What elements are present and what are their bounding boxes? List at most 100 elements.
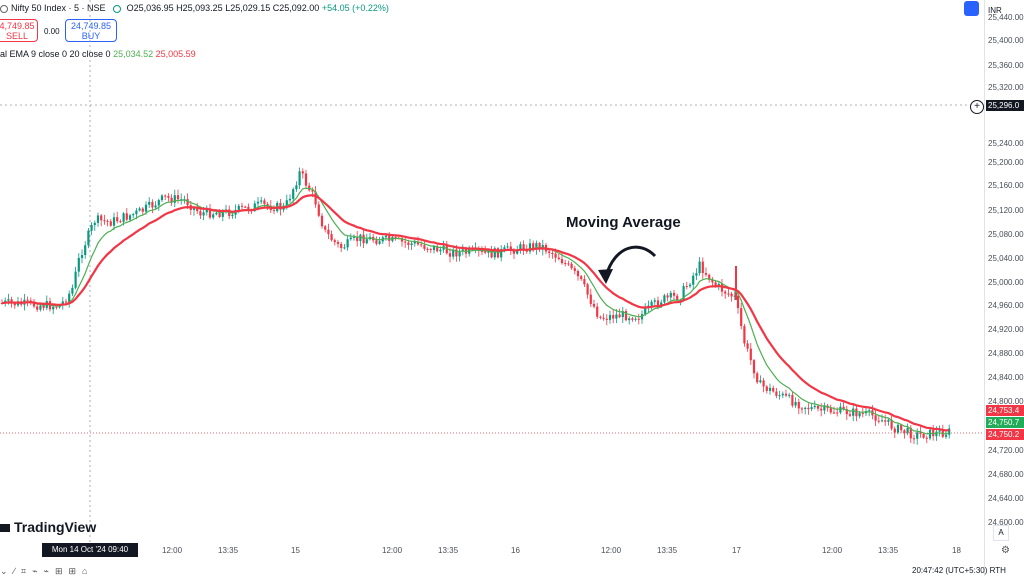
candle-body xyxy=(506,246,509,248)
buy-button[interactable]: 24,749.85 BUY xyxy=(65,19,117,42)
candle-body xyxy=(512,250,516,254)
candle-body xyxy=(311,190,314,192)
candle-body xyxy=(202,212,205,216)
indicator-legend[interactable]: al EMA 9 close 0 20 close 0 25,034.52 25… xyxy=(0,49,196,59)
price-axis[interactable] xyxy=(984,0,1024,576)
candle-body xyxy=(349,237,352,240)
candle-body xyxy=(87,230,90,246)
candle-body xyxy=(688,284,692,287)
price-tick-label: 24,920.00 xyxy=(988,325,1024,334)
time-tick-label: 13:35 xyxy=(878,546,899,555)
candle-body xyxy=(528,243,532,252)
candle-body xyxy=(509,246,512,251)
price-chart[interactable] xyxy=(0,0,984,560)
candle-body xyxy=(292,189,295,199)
candle-body xyxy=(599,316,602,318)
candle-body xyxy=(151,201,154,208)
sell-button[interactable]: 4,749.85 SELL xyxy=(0,19,38,42)
candle-body xyxy=(77,257,80,272)
price-tick-label: 25,440.00 xyxy=(988,13,1024,22)
candle-body xyxy=(644,307,647,315)
candle-body xyxy=(407,242,410,246)
ema9-price-tag: 24,750.7 xyxy=(986,417,1024,428)
candle-body xyxy=(71,287,74,294)
settings-icon[interactable] xyxy=(964,1,979,16)
candle-body xyxy=(32,301,36,307)
candle-body xyxy=(621,311,624,318)
symbol-status-icon xyxy=(0,4,8,13)
market-status-icon xyxy=(113,4,122,13)
candle-body xyxy=(925,437,928,439)
candle-body xyxy=(378,241,381,244)
candle-body xyxy=(740,308,743,327)
candle-body xyxy=(698,261,701,274)
candle-body xyxy=(944,434,948,437)
candle-body xyxy=(7,299,10,301)
candle-body xyxy=(570,263,573,269)
candle-body xyxy=(916,432,919,439)
candle-body xyxy=(196,207,199,212)
candle-body xyxy=(749,348,752,361)
indicator-name: al EMA 9 close 0 20 close 0 xyxy=(0,49,111,59)
candle-body xyxy=(404,241,407,243)
candle-body xyxy=(29,300,32,302)
candle-body xyxy=(813,405,816,408)
candle-body xyxy=(112,217,116,226)
candle-body xyxy=(724,291,727,294)
price-tick-label: 24,640.00 xyxy=(988,494,1024,503)
auto-scale-button[interactable]: A xyxy=(993,525,1009,541)
clock-label: 20:47:42 (UTC+5:30) RTH xyxy=(912,566,1006,575)
candle-body xyxy=(128,215,132,220)
candle-body xyxy=(909,427,912,439)
candle-body xyxy=(733,295,736,297)
drawing-toolbar[interactable]: ⌄∕⌗⌁⌁⊞⊞⌂ xyxy=(0,566,94,576)
gear-icon[interactable]: ⚙ xyxy=(1001,545,1010,556)
candle-body xyxy=(772,387,775,392)
candle-body xyxy=(631,318,634,320)
candle-body xyxy=(538,243,541,250)
candle-body xyxy=(612,315,615,319)
candle-body xyxy=(285,200,288,206)
candle-body xyxy=(10,299,13,303)
candle-body xyxy=(656,300,660,306)
price-tick-label: 25,080.00 xyxy=(988,230,1024,239)
candle-body xyxy=(730,293,733,297)
currency-label[interactable]: INR xyxy=(988,6,1002,15)
candle-body xyxy=(708,274,711,280)
candle-body xyxy=(880,420,884,422)
candle-body xyxy=(845,409,848,415)
time-tick-label: 12:00 xyxy=(382,546,403,555)
candle-body xyxy=(119,221,122,223)
candle-body xyxy=(804,407,807,409)
candle-body xyxy=(685,286,688,288)
price-tick-label: 24,720.00 xyxy=(988,446,1024,455)
candle-body xyxy=(746,343,749,349)
candle-body xyxy=(919,432,922,434)
candle-body xyxy=(413,241,416,244)
candle-body xyxy=(420,244,423,246)
candle-body xyxy=(448,253,452,257)
price-tick-label: 25,040.00 xyxy=(988,254,1024,263)
symbol-header[interactable]: Nifty 50 Index · 5 · NSE O25,036.95 H25,… xyxy=(0,3,389,13)
candle-body xyxy=(141,208,144,212)
candle-body xyxy=(503,247,506,250)
candle-body xyxy=(519,244,522,251)
candle-body xyxy=(260,200,263,202)
candle-body xyxy=(429,249,432,251)
candle-body xyxy=(522,244,525,251)
candle-body xyxy=(669,292,672,298)
candle-body xyxy=(176,195,180,200)
candle-body xyxy=(436,246,439,252)
price-tick-label: 24,600.00 xyxy=(988,518,1024,527)
candle-body xyxy=(618,314,621,318)
buy-price: 24,749.85 xyxy=(70,21,112,31)
add-plus-icon[interactable]: + xyxy=(970,100,984,114)
candle-body xyxy=(199,211,202,216)
candle-body xyxy=(548,251,551,254)
candle-body xyxy=(410,243,413,246)
last-price-tag: 24,750.2 xyxy=(986,429,1024,440)
price-tick-label: 25,160.00 xyxy=(988,181,1024,190)
candle-body xyxy=(829,408,832,413)
candle-body xyxy=(192,207,196,210)
candle-body xyxy=(52,306,55,310)
